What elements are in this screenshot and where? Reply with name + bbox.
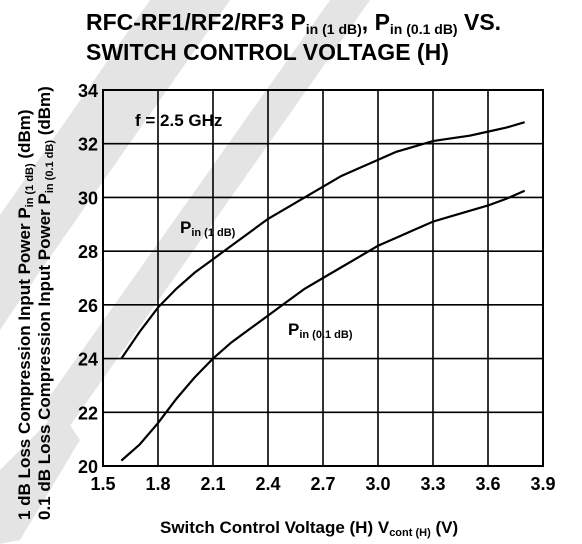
y-tick-label: 26 bbox=[78, 296, 98, 316]
x-tick-label: 1.5 bbox=[90, 474, 115, 494]
x-tick-label: 2.7 bbox=[310, 474, 335, 494]
y-tick-label: 20 bbox=[78, 457, 98, 477]
series-line bbox=[120, 189, 526, 462]
x-tick-label: 2.1 bbox=[200, 474, 225, 494]
y-tick-label: 34 bbox=[78, 81, 98, 101]
chart-title: SWITCH CONTROL VOLTAGE (H) bbox=[86, 39, 449, 65]
chart-title: RFC-RF1/RF2/RF3 Pin (1 dB), Pin (0.1 dB)… bbox=[86, 9, 501, 37]
y-axis-label: 0.1 dB Loss Compression Input Power Pin … bbox=[35, 86, 56, 520]
x-tick-label: 3.9 bbox=[530, 474, 555, 494]
series-line bbox=[120, 121, 525, 360]
x-tick-label: 1.8 bbox=[145, 474, 170, 494]
y-tick-label: 30 bbox=[78, 188, 98, 208]
watermark bbox=[0, 0, 370, 544]
y-tick-label: 22 bbox=[78, 403, 98, 423]
x-axis-label: Switch Control Voltage (H) Vcont (H) (V) bbox=[160, 518, 458, 539]
x-tick-label: 3.0 bbox=[365, 474, 390, 494]
x-tick-label: 3.6 bbox=[475, 474, 500, 494]
y-tick-label: 24 bbox=[78, 350, 98, 370]
y-tick-label: 32 bbox=[78, 135, 98, 155]
annotation: f = 2.5 GHz bbox=[135, 111, 222, 130]
y-axis-label: 1 dB Loss Compression Input Power Pin (1… bbox=[15, 110, 36, 521]
x-tick-label: 2.4 bbox=[255, 474, 280, 494]
x-tick-label: 3.3 bbox=[420, 474, 445, 494]
y-tick-label: 28 bbox=[78, 242, 98, 262]
series-label: Pin (0.1 dB) bbox=[288, 320, 353, 341]
